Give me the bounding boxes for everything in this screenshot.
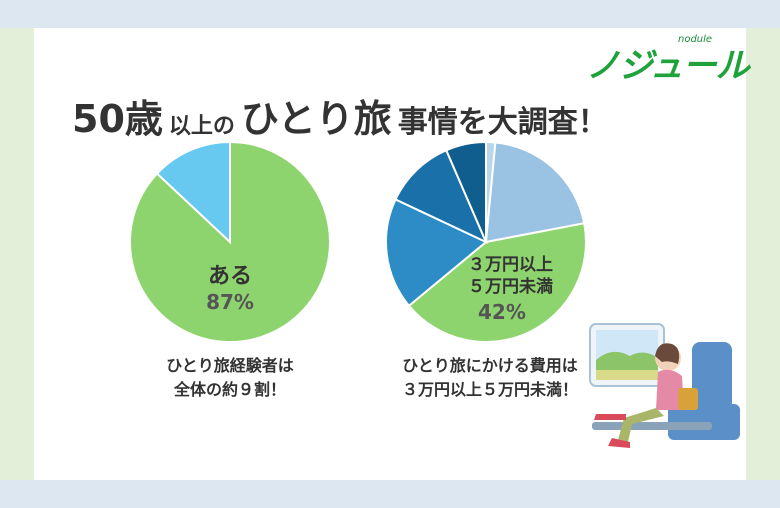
page-title: 50歳 以上の ひとり旅 事情を大調査！ bbox=[72, 78, 608, 138]
caption-left-line1: ひとり旅経験者は bbox=[166, 356, 294, 375]
pie2-label-line1: ３万円以上 bbox=[468, 255, 553, 275]
brand-logo: ノジュール bbox=[586, 46, 750, 86]
top-band bbox=[0, 0, 780, 28]
right-band bbox=[746, 28, 780, 480]
title-part-3: ひとり旅 bbox=[240, 97, 392, 141]
caption-right-line2: ３万円以上５万円未満！ bbox=[401, 380, 578, 399]
pie2-slice-6 bbox=[444, 140, 487, 243]
pie-chart-experience bbox=[129, 140, 331, 343]
caption-right: ひとり旅にかける費用は ３万円以上５万円未満！ bbox=[370, 354, 610, 402]
caption-right-line1: ひとり旅にかける費用は bbox=[402, 356, 578, 375]
pie2-slice-4 bbox=[385, 198, 488, 308]
pie2-slice-5 bbox=[394, 148, 488, 245]
title-part-1: 50歳 bbox=[72, 97, 163, 141]
pie2-value: 42% bbox=[478, 300, 526, 324]
title-part-4: 事情を大調査！ bbox=[397, 105, 608, 140]
pie2-slice-2 bbox=[484, 141, 586, 244]
bottom-band bbox=[0, 480, 780, 508]
left-band bbox=[0, 28, 34, 480]
pie-chart-cost bbox=[385, 140, 587, 343]
pie2-label-line2: ５万円未満 bbox=[468, 277, 553, 297]
pie1-value: 87% bbox=[206, 290, 254, 314]
train-traveler-illustration bbox=[589, 323, 740, 448]
caption-left: ひとり旅経験者は 全体の約９割！ bbox=[130, 354, 330, 402]
pie2-slice-3 bbox=[407, 222, 587, 343]
pie1-slice-2 bbox=[155, 140, 231, 245]
caption-left-line2: 全体の約９割！ bbox=[173, 380, 286, 399]
logo-subtext: nodule bbox=[678, 34, 713, 45]
title-part-2: 以上の bbox=[168, 114, 235, 139]
pie1-label: ある bbox=[207, 264, 252, 289]
